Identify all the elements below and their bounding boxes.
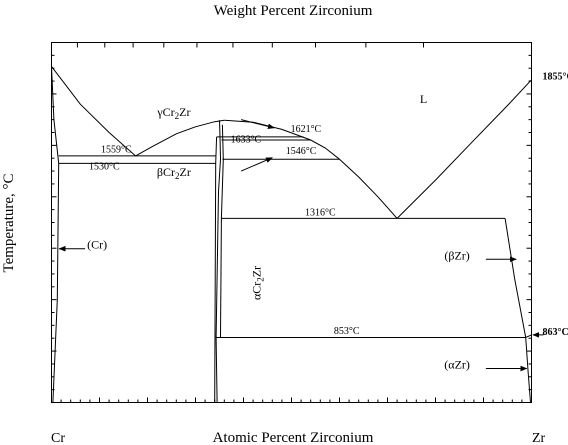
compound-tail: Zr (180, 165, 191, 179)
temperature-label: 1855°C (543, 71, 568, 82)
label-layer: 1559°C 1530°C 1633°C 1621°C 1546°C 1316°C 853°… (87, 71, 568, 371)
zr-liquidus (396, 79, 532, 219)
arrow-beta (240, 157, 273, 172)
bottom-axis-title: Atomic Percent Zirconium (213, 430, 374, 445)
temperature-label: 1633°C (231, 134, 262, 145)
temperature-label: 1621°C (291, 124, 322, 135)
y-axis-title: Temperature, °C (1, 173, 17, 272)
phase-boundaries (51, 66, 544, 403)
compound-greek: γ (156, 105, 163, 119)
bzr-solvus (504, 218, 532, 339)
phase-label: (βZr) (444, 248, 469, 262)
azr-solvus (525, 337, 531, 403)
compound-tail: Zr (179, 105, 190, 119)
right-element-label: Zr (532, 431, 546, 445)
tick-layer (51, 42, 532, 403)
compound-inner (220, 124, 224, 338)
compound-subscript: 2 (255, 277, 265, 282)
compound-base: Cr (249, 282, 263, 294)
compound-greek: β (157, 165, 163, 179)
temperature-label: 1559°C (101, 145, 132, 156)
compound-left-upper (214, 136, 218, 403)
temperature-label: 1546°C (286, 146, 317, 157)
compound-label: αCr2Zr (249, 266, 265, 300)
plot-frame (51, 42, 532, 403)
phase-label: (αZr) (444, 358, 470, 372)
temperature-label: 853°C (334, 326, 360, 337)
compound-subscript: 2 (175, 171, 180, 181)
cr-liquidus (51, 66, 136, 157)
top-axis-title: Weight Percent Zirconium (214, 3, 373, 19)
phase-label: (Cr) (87, 238, 107, 252)
right-liquidus-lower (339, 158, 398, 219)
temperature-label: 863°C (543, 327, 568, 338)
cr-solvus (51, 66, 60, 403)
compound-tail: Zr (249, 266, 263, 277)
phase-label: L (420, 92, 427, 106)
temperature-label: 1530°C (89, 161, 120, 172)
compound-base: Cr (163, 165, 175, 179)
temperature-label: 1316°C (305, 208, 336, 219)
left-element-label: Cr (51, 431, 65, 445)
left-liquidus (135, 119, 225, 157)
compound-label: γCr2Zr (156, 105, 190, 121)
compound-label: βCr2Zr (157, 165, 191, 181)
compound-base: Cr (163, 105, 175, 119)
compound-greek: α (249, 293, 263, 300)
compound-subscript: 2 (175, 111, 180, 121)
compound-right-edge (215, 120, 222, 403)
arrow-gamma (240, 119, 275, 130)
